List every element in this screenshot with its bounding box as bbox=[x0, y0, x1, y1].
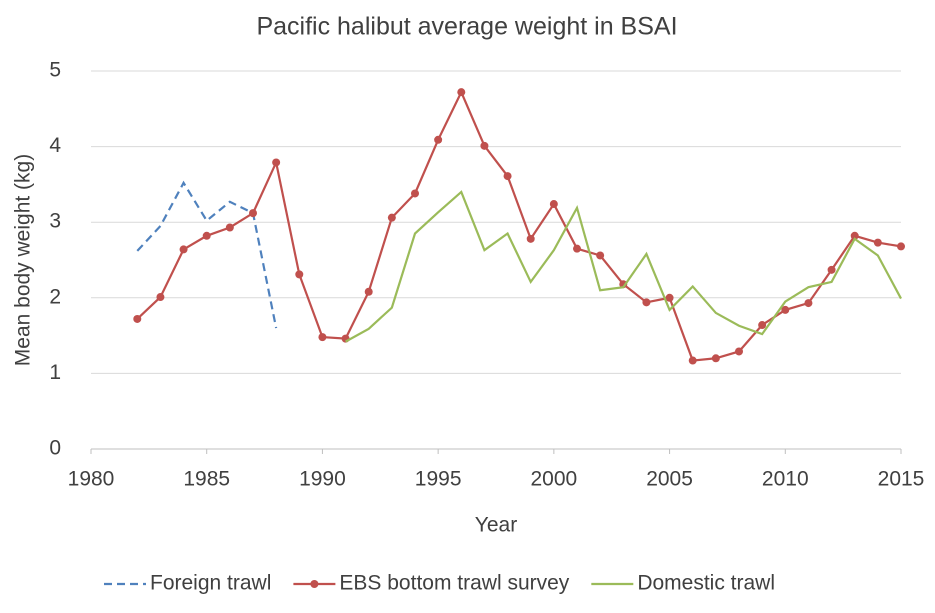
x-axis-label: Year bbox=[475, 514, 517, 537]
point bbox=[434, 135, 443, 144]
x-tick-label: 1995 bbox=[415, 468, 462, 491]
point bbox=[318, 333, 327, 342]
point bbox=[179, 245, 188, 254]
x-tick-label: 2000 bbox=[530, 468, 577, 491]
point bbox=[850, 231, 859, 240]
point bbox=[156, 293, 165, 302]
point bbox=[688, 356, 697, 365]
y-tick-label: 0 bbox=[49, 437, 61, 460]
point bbox=[549, 200, 558, 209]
x-tick-label: 2005 bbox=[646, 468, 693, 491]
point bbox=[526, 234, 535, 243]
point bbox=[711, 354, 720, 363]
y-tick-label: 3 bbox=[49, 210, 61, 233]
point bbox=[411, 189, 419, 198]
series-line bbox=[345, 190, 902, 343]
x-tick-label: 1980 bbox=[68, 468, 115, 491]
point bbox=[804, 299, 813, 308]
point bbox=[249, 209, 257, 218]
x-tick-label: 2010 bbox=[762, 468, 809, 491]
y-tick-label: 1 bbox=[49, 361, 61, 384]
point bbox=[642, 298, 651, 307]
point bbox=[272, 158, 281, 167]
point bbox=[827, 265, 836, 274]
legend-marker bbox=[310, 580, 319, 588]
point bbox=[503, 172, 512, 181]
point bbox=[758, 321, 767, 330]
series-line bbox=[136, 89, 902, 362]
y-tick-label: 5 bbox=[49, 59, 61, 82]
legend-label: EBS bottom trawl survey bbox=[339, 572, 569, 595]
point bbox=[480, 141, 489, 150]
point bbox=[665, 293, 674, 302]
point bbox=[873, 238, 882, 247]
x-tick-label: 2015 bbox=[878, 468, 925, 491]
x-tick-label: 1985 bbox=[183, 468, 230, 491]
point bbox=[202, 231, 211, 240]
point bbox=[897, 242, 905, 251]
y-tick-label: 2 bbox=[49, 285, 61, 308]
point bbox=[225, 223, 234, 232]
y-axis-label: Mean body weight (kg) bbox=[12, 154, 35, 366]
point bbox=[364, 287, 373, 296]
point bbox=[596, 251, 605, 260]
x-tick-label: 1990 bbox=[299, 468, 346, 491]
point bbox=[735, 347, 743, 356]
legend-label: Domestic trawl bbox=[637, 572, 775, 595]
point bbox=[295, 270, 304, 279]
point bbox=[387, 213, 396, 222]
point bbox=[457, 88, 466, 97]
y-tick-label: 4 bbox=[49, 134, 61, 157]
point bbox=[133, 314, 142, 323]
point bbox=[573, 244, 581, 253]
point bbox=[781, 305, 790, 314]
series-line bbox=[136, 180, 278, 329]
chart-title: Pacific halibut average weight in BSAI bbox=[256, 13, 677, 41]
legend-label: Foreign trawl bbox=[150, 572, 271, 595]
